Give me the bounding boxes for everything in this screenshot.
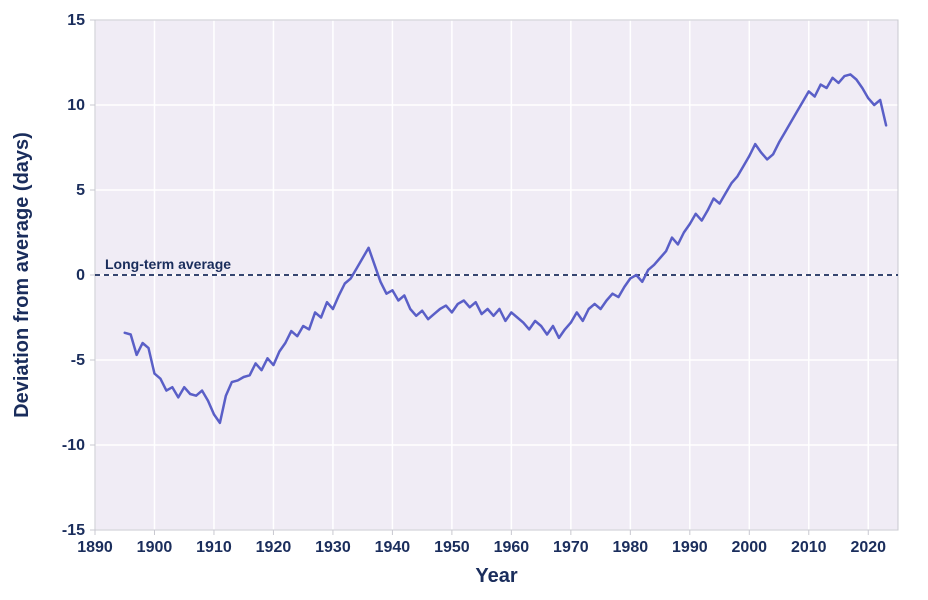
y-tick-label: 0 bbox=[76, 267, 85, 284]
x-tick-label: 1980 bbox=[613, 539, 649, 556]
x-tick-label: 1950 bbox=[434, 539, 470, 556]
x-tick-label: 1920 bbox=[256, 539, 292, 556]
x-tick-label: 1940 bbox=[375, 539, 411, 556]
y-axis-label: Deviation from average (days) bbox=[11, 132, 33, 418]
x-tick-label: 2020 bbox=[850, 539, 886, 556]
x-tick-label: 1930 bbox=[315, 539, 351, 556]
x-tick-label: 2010 bbox=[791, 539, 827, 556]
x-tick-label: 1990 bbox=[672, 539, 708, 556]
y-tick-label: 10 bbox=[67, 97, 85, 114]
x-tick-label: 1960 bbox=[494, 539, 530, 556]
y-tick-label: 15 bbox=[67, 12, 85, 29]
baseline-label: Long-term average bbox=[105, 256, 231, 272]
y-tick-label: -10 bbox=[62, 437, 85, 454]
x-axis-label: Year bbox=[475, 565, 517, 587]
y-tick-label: -15 bbox=[62, 522, 85, 539]
x-tick-label: 1970 bbox=[553, 539, 589, 556]
line-chart: Long-term average 1890 1900 1910 1920 1930 194… bbox=[0, 0, 928, 600]
x-tick-label: 1900 bbox=[137, 539, 173, 556]
x-tick-label: 1910 bbox=[196, 539, 232, 556]
chart-container: Long-term average 1890 1900 1910 1920 1930 194… bbox=[0, 0, 928, 600]
x-tick-label: 1890 bbox=[77, 539, 113, 556]
x-tick-label: 2000 bbox=[731, 539, 767, 556]
y-tick-label: -5 bbox=[71, 352, 85, 369]
y-tick-label: 5 bbox=[76, 182, 85, 199]
